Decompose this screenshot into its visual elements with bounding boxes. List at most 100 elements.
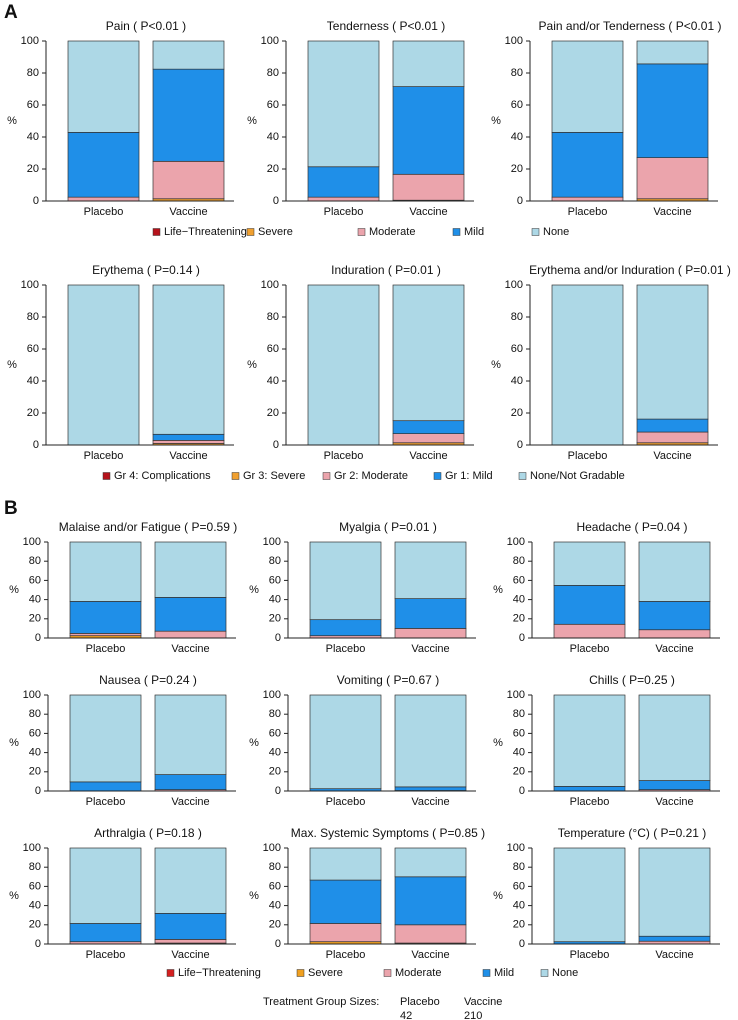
bar-segment (309, 619, 382, 637)
x-tick-label: Placebo (326, 796, 366, 808)
bar-segment (392, 420, 465, 434)
footer-group-size: 210 (464, 1010, 482, 1020)
y-tick-label: 0 (519, 785, 525, 797)
y-tick-label: 20 (29, 613, 41, 625)
y-tick-label: 80 (29, 555, 41, 567)
bar-segment (309, 847, 382, 881)
y-tick-label: 40 (269, 747, 281, 759)
bar-segment (638, 541, 711, 602)
y-tick-label: 20 (27, 407, 39, 419)
bar-segment (638, 780, 711, 791)
bar-segment (394, 786, 467, 791)
bar-segment (307, 284, 380, 446)
y-axis-label: % (491, 359, 501, 371)
y-tick-label: 20 (269, 919, 281, 931)
chart-title: Erythema and/or Induration ( P=0.01 ) (529, 263, 731, 277)
bar-segment (152, 284, 225, 435)
legend-label: Life−Threatening (178, 967, 261, 979)
y-tick-label: 0 (517, 195, 523, 207)
chart-title: Induration ( P=0.01 ) (331, 263, 441, 277)
chart-title: Tenderness ( P<0.01 ) (327, 19, 445, 33)
y-tick-label: 100 (507, 689, 525, 701)
y-tick-label: 0 (275, 632, 281, 644)
bar-segment (394, 924, 467, 944)
bar-segment (551, 40, 624, 133)
x-tick-label: Vaccine (653, 206, 691, 218)
y-tick-label: 40 (267, 131, 279, 143)
y-tick-label: 0 (519, 938, 525, 950)
legend-label: Moderate (395, 967, 441, 979)
y-axis-label: % (9, 737, 19, 749)
bar-segment (152, 68, 225, 162)
bar-segment (69, 923, 142, 943)
y-tick-label: 60 (511, 99, 523, 111)
y-tick-label: 0 (273, 439, 279, 451)
footer-group-name: Placebo (400, 996, 440, 1008)
x-tick-label: Vaccine (171, 643, 209, 655)
bar-segment (636, 418, 709, 433)
x-tick-label: Placebo (86, 796, 126, 808)
bar-segment (67, 196, 140, 202)
chart-title: Malaise and/or Fatigue ( P=0.59 ) (59, 520, 237, 534)
bar-segment (154, 847, 227, 914)
bar-segment (309, 923, 382, 943)
y-tick-label: 80 (269, 861, 281, 873)
bar-segment (636, 431, 709, 444)
y-tick-label: 40 (27, 375, 39, 387)
legend-swatch (152, 228, 161, 236)
y-tick-label: 20 (267, 163, 279, 175)
bar-segment (154, 774, 227, 791)
bar-segment (551, 132, 624, 198)
y-tick-label: 100 (505, 35, 523, 47)
legend-swatch (102, 472, 111, 480)
bar-segment (553, 847, 626, 943)
y-tick-label: 0 (519, 632, 525, 644)
bar-segment (154, 694, 227, 775)
y-tick-label: 20 (27, 163, 39, 175)
y-tick-label: 100 (263, 536, 281, 548)
bar-segment (551, 284, 624, 446)
y-tick-label: 60 (267, 99, 279, 111)
bar-segment (392, 433, 465, 444)
y-tick-label: 60 (29, 574, 41, 586)
chart-title: Nausea ( P=0.24 ) (99, 673, 197, 687)
y-tick-label: 80 (513, 708, 525, 720)
legend-label: Gr 1: Mild (445, 470, 493, 482)
x-tick-label: Placebo (326, 949, 366, 961)
chart-title: Pain and/or Tenderness ( P<0.01 ) (539, 19, 722, 33)
y-tick-label: 0 (275, 938, 281, 950)
bar-segment (638, 629, 711, 639)
legend-label: Severe (258, 226, 293, 238)
y-tick-label: 100 (23, 536, 41, 548)
bar-segment (154, 939, 227, 944)
x-tick-label: Vaccine (169, 206, 207, 218)
bar-segment (553, 585, 626, 625)
bar-segment (307, 40, 380, 168)
legend-label: None/Not Gradable (530, 470, 625, 482)
y-tick-label: 40 (29, 747, 41, 759)
y-tick-label: 80 (27, 311, 39, 323)
legend-label: Mild (464, 226, 484, 238)
y-axis-label: % (9, 890, 19, 902)
bar-segment (152, 160, 225, 200)
legend-swatch (357, 228, 366, 236)
y-tick-label: 20 (513, 613, 525, 625)
y-tick-label: 20 (511, 163, 523, 175)
x-tick-label: Placebo (324, 450, 364, 462)
bar-segment (636, 63, 709, 158)
bar-segment (69, 847, 142, 924)
footer-label: Treatment Group Sizes: (263, 996, 379, 1008)
legend-swatch (383, 969, 392, 977)
legend-label: Gr 3: Severe (243, 470, 305, 482)
legend-swatch (166, 969, 175, 977)
y-tick-label: 80 (513, 555, 525, 567)
chart-title: Vomiting ( P=0.67 ) (337, 673, 439, 687)
y-tick-label: 80 (29, 708, 41, 720)
y-tick-label: 40 (29, 900, 41, 912)
y-tick-label: 0 (33, 195, 39, 207)
y-tick-label: 80 (269, 555, 281, 567)
bar-segment (636, 40, 709, 65)
bar-segment (309, 541, 382, 621)
bar-segment (638, 601, 711, 631)
legend-swatch (296, 969, 305, 977)
